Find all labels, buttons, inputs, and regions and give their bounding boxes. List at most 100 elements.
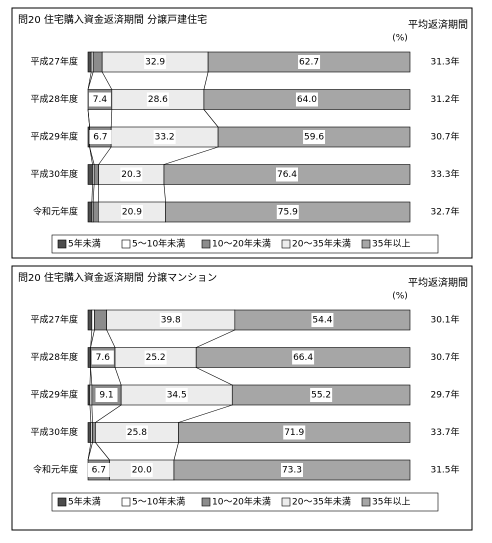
label-bg — [95, 388, 118, 402]
average-label: 30.7年 — [430, 131, 459, 143]
connector — [91, 404, 93, 423]
connector — [163, 146, 219, 165]
bar-segment — [92, 51, 103, 73]
connector — [196, 367, 233, 386]
category-label: 平成27年度 — [31, 56, 78, 68]
label-bg — [292, 350, 315, 365]
category-label: 平成29年度 — [31, 131, 78, 143]
average-label: 29.7年 — [430, 389, 459, 401]
unit-label: (%) — [392, 34, 408, 44]
category-label: 令和元年度 — [33, 206, 78, 218]
connector — [95, 404, 122, 423]
value-label: 73.3 — [282, 466, 302, 476]
legend-label: 35年以上 — [372, 496, 410, 508]
legend-swatch — [57, 239, 67, 249]
value-label: 54.4 — [312, 316, 332, 326]
connector — [89, 404, 92, 423]
bar-segment — [92, 422, 96, 443]
legend-label: 5～10年未満 — [132, 238, 185, 250]
connector — [95, 442, 110, 461]
connector — [114, 367, 122, 386]
label-bg — [298, 55, 321, 69]
legend-label: 10～20年未満 — [212, 496, 271, 508]
label-bg — [130, 463, 153, 477]
value-label: 6.7 — [93, 133, 107, 143]
value-label: 9.1 — [99, 391, 113, 401]
value-label: 6.7 — [92, 466, 106, 476]
connector — [90, 329, 95, 348]
connector — [91, 184, 93, 203]
label-bg — [276, 205, 299, 219]
average-label: 31.3年 — [430, 56, 459, 68]
legend-swatch — [361, 497, 371, 507]
category-label: 平成28年度 — [31, 93, 78, 105]
value-label: 28.6 — [148, 95, 168, 105]
category-label: 令和元年度 — [33, 464, 78, 476]
value-label: 7.4 — [93, 95, 108, 105]
connector — [90, 329, 93, 348]
legend-label: 20～35年未満 — [292, 238, 351, 250]
label-bg — [280, 463, 303, 477]
legend-label: 5年未満 — [68, 496, 101, 508]
bar-segment — [87, 51, 92, 73]
label-bg — [165, 388, 188, 402]
legend-swatch — [121, 497, 131, 507]
connector — [203, 109, 219, 128]
connector — [89, 367, 91, 386]
connector — [89, 146, 95, 165]
value-label: 64.0 — [297, 95, 317, 105]
bar-segment — [94, 309, 107, 331]
value-label: 33.2 — [155, 133, 175, 143]
average-label: 33.7年 — [430, 426, 459, 438]
connector — [203, 71, 209, 90]
average-label: 33.3年 — [430, 168, 459, 180]
bar-segment — [87, 309, 93, 331]
category-label: 平成30年度 — [31, 168, 78, 180]
value-label: 66.4 — [293, 353, 313, 363]
value-label: 20.0 — [132, 466, 152, 476]
chart-frame — [11, 265, 473, 531]
connector — [106, 329, 116, 348]
label-bg — [91, 350, 114, 365]
connector — [196, 329, 235, 348]
legend-label: 20～35年未満 — [292, 496, 351, 508]
bar-segment — [91, 309, 95, 331]
label-bg — [159, 313, 182, 327]
value-label: 34.5 — [167, 391, 187, 401]
legend-swatch — [201, 239, 211, 249]
value-label: 55.2 — [311, 391, 331, 401]
bar-segment — [92, 201, 99, 223]
average-label: 31.2年 — [430, 93, 459, 105]
value-label: 39.8 — [161, 316, 181, 326]
label-bg — [144, 350, 167, 365]
label-bg — [125, 425, 148, 440]
category-label: 平成30年度 — [31, 426, 78, 438]
label-bg — [120, 167, 143, 182]
legend-swatch — [121, 239, 131, 249]
label-bg — [88, 92, 111, 107]
connector — [101, 71, 113, 90]
value-label: 25.2 — [146, 353, 166, 363]
value-label: 76.4 — [277, 170, 297, 180]
average-title: 平均返済期間 — [408, 276, 468, 289]
bar-segment — [93, 164, 99, 185]
label-bg — [153, 130, 176, 144]
average-title: 平均返済期間 — [408, 18, 468, 31]
legend-label: 10～20年未満 — [212, 238, 271, 250]
label-bg — [295, 92, 318, 107]
connector — [87, 442, 93, 461]
connector — [178, 404, 233, 423]
label-bg — [89, 130, 112, 144]
category-label: 平成27年度 — [31, 314, 78, 326]
average-label: 30.1年 — [430, 314, 459, 326]
legend-swatch — [201, 497, 211, 507]
legend-swatch — [57, 497, 67, 507]
bar-segment — [87, 422, 92, 443]
legend-label: 5～10年未満 — [132, 496, 185, 508]
label-bg — [283, 425, 306, 440]
category-label: 平成28年度 — [31, 351, 78, 363]
value-label: 7.6 — [96, 353, 111, 363]
connector — [110, 109, 113, 128]
bar-segment — [87, 164, 93, 185]
